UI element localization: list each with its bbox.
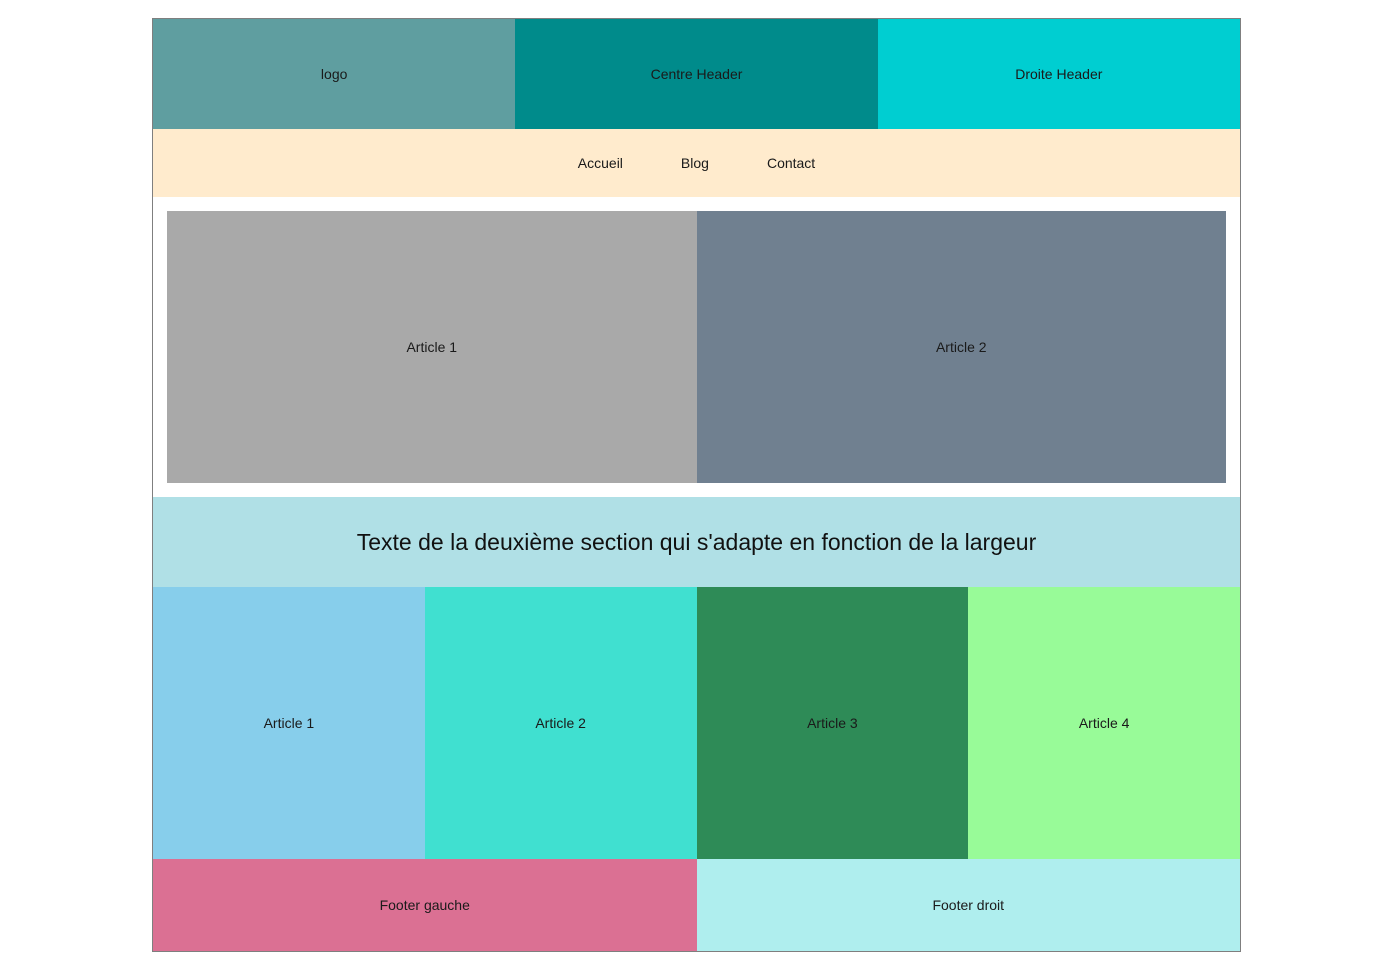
section2-text: Texte de la deuxième section qui s'adapt… xyxy=(356,528,1037,555)
section1-article-1: Article 1 xyxy=(167,211,697,483)
footer-right: Footer droit xyxy=(696,859,1240,951)
main-nav: Accueil Blog Contact xyxy=(153,129,1240,197)
header-logo: logo xyxy=(153,19,516,129)
article-label: Article 4 xyxy=(1078,715,1130,731)
section-two: Texte de la deuxième section qui s'adapt… xyxy=(153,497,1240,587)
footer-left: Footer gauche xyxy=(153,859,697,951)
nav-link-contact[interactable]: Contact xyxy=(766,155,816,171)
section1-article-2: Article 2 xyxy=(696,211,1226,483)
section3-article-1: Article 1 xyxy=(153,587,425,859)
article-label: Article 2 xyxy=(535,715,586,731)
footer-left-text: Footer gauche xyxy=(379,897,470,913)
header-right: Droite Header xyxy=(877,19,1240,129)
article-label: Article 1 xyxy=(406,339,458,355)
nav-link-blog[interactable]: Blog xyxy=(680,155,709,171)
page-container: logo Centre Header Droite Header Accueil… xyxy=(152,18,1241,952)
section-one: Article 1 Article 2 xyxy=(153,197,1240,497)
footer: Footer gauche Footer droit xyxy=(153,859,1240,951)
header: logo Centre Header Droite Header xyxy=(153,19,1240,129)
section3-article-2: Article 2 xyxy=(424,587,697,859)
article-label: Article 1 xyxy=(263,715,315,731)
header-center-text: Centre Header xyxy=(650,66,743,82)
footer-right-text: Footer droit xyxy=(932,897,1005,913)
article-label: Article 3 xyxy=(807,715,858,731)
logo-text: logo xyxy=(320,66,348,82)
section3-article-3: Article 3 xyxy=(696,587,969,859)
section-three: Article 1 Article 2 Article 3 Article 4 xyxy=(153,587,1240,859)
section3-article-4: Article 4 xyxy=(968,587,1240,859)
header-center: Centre Header xyxy=(515,19,878,129)
nav-link-accueil[interactable]: Accueil xyxy=(577,155,623,171)
article-label: Article 2 xyxy=(935,339,987,355)
header-right-text: Droite Header xyxy=(1015,66,1103,82)
